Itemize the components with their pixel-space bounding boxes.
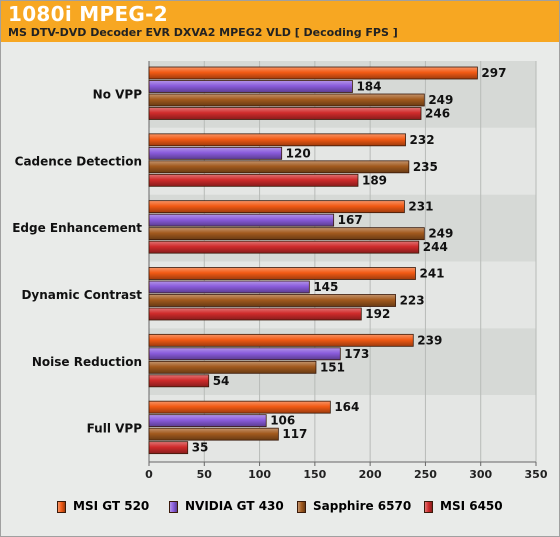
data-label: 223 [400,294,425,308]
bar-msi-6450 [148,107,422,120]
bar-msi-gt-520 [148,267,416,280]
legend-swatch [169,501,178,513]
data-label: 164 [334,400,359,414]
category-label: Edge Enhancement [12,221,142,235]
bar-msi-gt-520 [148,66,478,80]
x-tick-label: 200 [359,468,382,481]
bar-sapphire-6570 [148,160,410,174]
legend-swatch [424,501,433,513]
data-label: 235 [413,160,438,174]
bar-sapphire-6570 [148,227,425,241]
x-tick-label: 50 [197,468,213,481]
data-label: 189 [362,173,387,187]
data-label: 120 [286,146,311,160]
legend-label: Sapphire 6570 [313,499,412,513]
bar-nvidia-gt-430 [148,146,283,160]
data-label: 173 [344,347,369,361]
data-label: 249 [428,93,453,107]
bar-msi-gt-520 [148,333,414,347]
data-label: 106 [270,414,295,428]
x-tick-label: 150 [303,468,326,481]
legend-label: MSI 6450 [440,499,503,513]
bar-nvidia-gt-430 [148,414,267,428]
legend-label: NVIDIA GT 430 [185,499,284,513]
chart-subtitle: MS DTV-DVD Decoder EVR DXVA2 MPEG2 VLD [… [8,26,398,39]
chart-header: 1080i MPEG-2 MS DTV-DVD Decoder EVR DXVA… [1,1,559,42]
x-tick-label: 300 [469,468,492,481]
bar-sapphire-6570 [148,360,317,374]
bar-nvidia-gt-430 [148,80,353,93]
chart-legend: MSI GT 520 NVIDIA GT 430 Sapphire 6570 MSI … [1,498,559,518]
legend-swatch [57,501,66,513]
data-label: 297 [481,66,506,80]
data-label: 244 [423,240,448,254]
bar-msi-6450 [148,173,359,187]
data-label: 239 [417,333,442,347]
category-label: Noise Reduction [32,355,142,369]
x-tick-label: 250 [414,468,437,481]
x-tick-label: 100 [248,468,271,481]
category-label: Dynamic Contrast [21,288,142,302]
data-label: 35 [192,441,209,455]
bar-msi-gt-520 [148,200,405,214]
data-label: 167 [338,213,363,227]
data-label: 241 [419,267,444,281]
bar-msi-6450 [148,374,210,388]
x-tick-label: 0 [145,468,153,481]
bar-nvidia-gt-430 [148,213,335,227]
bar-msi-6450 [148,240,420,254]
legend-label: MSI GT 520 [73,499,150,513]
data-label: 192 [365,307,390,321]
bar-msi-gt-520 [148,133,406,147]
bar-sapphire-6570 [148,427,279,441]
legend-swatch [297,501,306,513]
data-label: 184 [356,80,381,94]
data-label: 54 [213,374,230,388]
bar-sapphire-6570 [148,93,425,107]
data-label: 231 [408,200,433,214]
data-label: 117 [282,427,307,441]
data-label: 246 [425,107,450,121]
bar-msi-6450 [148,441,189,455]
bar-chart: 0 50 100 150 200 250 300 350 No VPP Cadence Dete… [12,61,548,481]
data-label: 249 [428,227,453,241]
category-label: Cadence Detection [15,154,142,168]
category-label: No VPP [93,87,143,101]
data-label: 151 [320,360,345,374]
bar-msi-6450 [148,307,362,321]
bar-msi-gt-520 [148,400,331,414]
x-tick-label: 350 [525,468,548,481]
category-label: Full VPP [87,422,143,436]
bar-sapphire-6570 [148,294,396,307]
bar-nvidia-gt-430 [148,280,310,294]
chart-title: 1080i MPEG-2 [8,2,168,26]
data-label: 232 [410,133,435,147]
data-label: 145 [313,280,338,294]
bar-nvidia-gt-430 [148,347,341,361]
